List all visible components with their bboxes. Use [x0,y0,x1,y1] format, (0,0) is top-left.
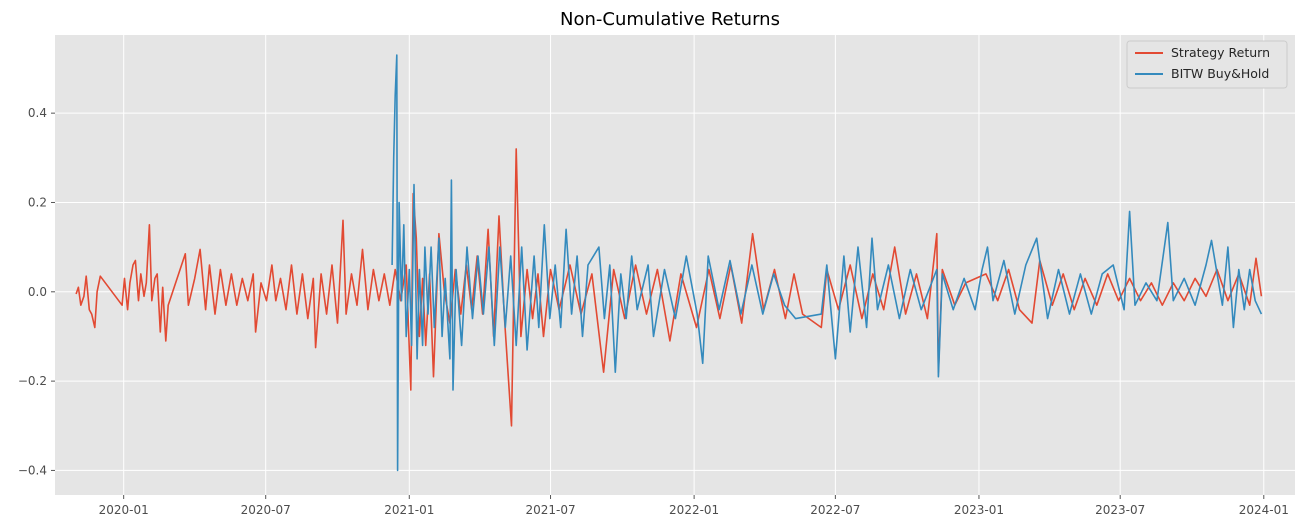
x-tick-label: 2021-01 [384,503,434,517]
x-axis: 2020-01 2020-07 2021-01 2021-07 2022-01 2022-… [99,495,1289,517]
x-tick-label: 2022-07 [810,503,860,517]
y-tick-label: −0.2 [18,374,47,388]
legend: Strategy Return BITW Buy&Hold [1126,40,1288,89]
series-group [75,54,1263,472]
x-tick-label: 2021-07 [525,503,575,517]
y-tick-label: −0.4 [18,463,47,477]
x-tick-label: 2022-01 [669,503,719,517]
series-line-bitw-buy-hold [391,54,1263,472]
y-tick-label: 0.4 [28,106,47,120]
y-tick-label: 0.2 [28,195,47,209]
x-tick-label: 2023-01 [954,503,1004,517]
x-tick-label: 2024-01 [1239,503,1289,517]
plot-area [55,35,1295,495]
x-tick-label: 2020-01 [99,503,149,517]
x-tick-label: 2023-07 [1095,503,1145,517]
legend-box [1126,40,1288,89]
grid [55,35,1295,495]
y-tick-label: 0.0 [28,285,47,299]
x-tick-label: 2020-07 [241,503,291,517]
y-axis: −0.4 −0.2 0.0 0.2 0.4 [18,106,55,477]
legend-label-bitw: BITW Buy&Hold [1171,66,1269,81]
chart-title: Non-Cumulative Returns [560,9,780,30]
legend-label-strategy: Strategy Return [1171,45,1270,60]
